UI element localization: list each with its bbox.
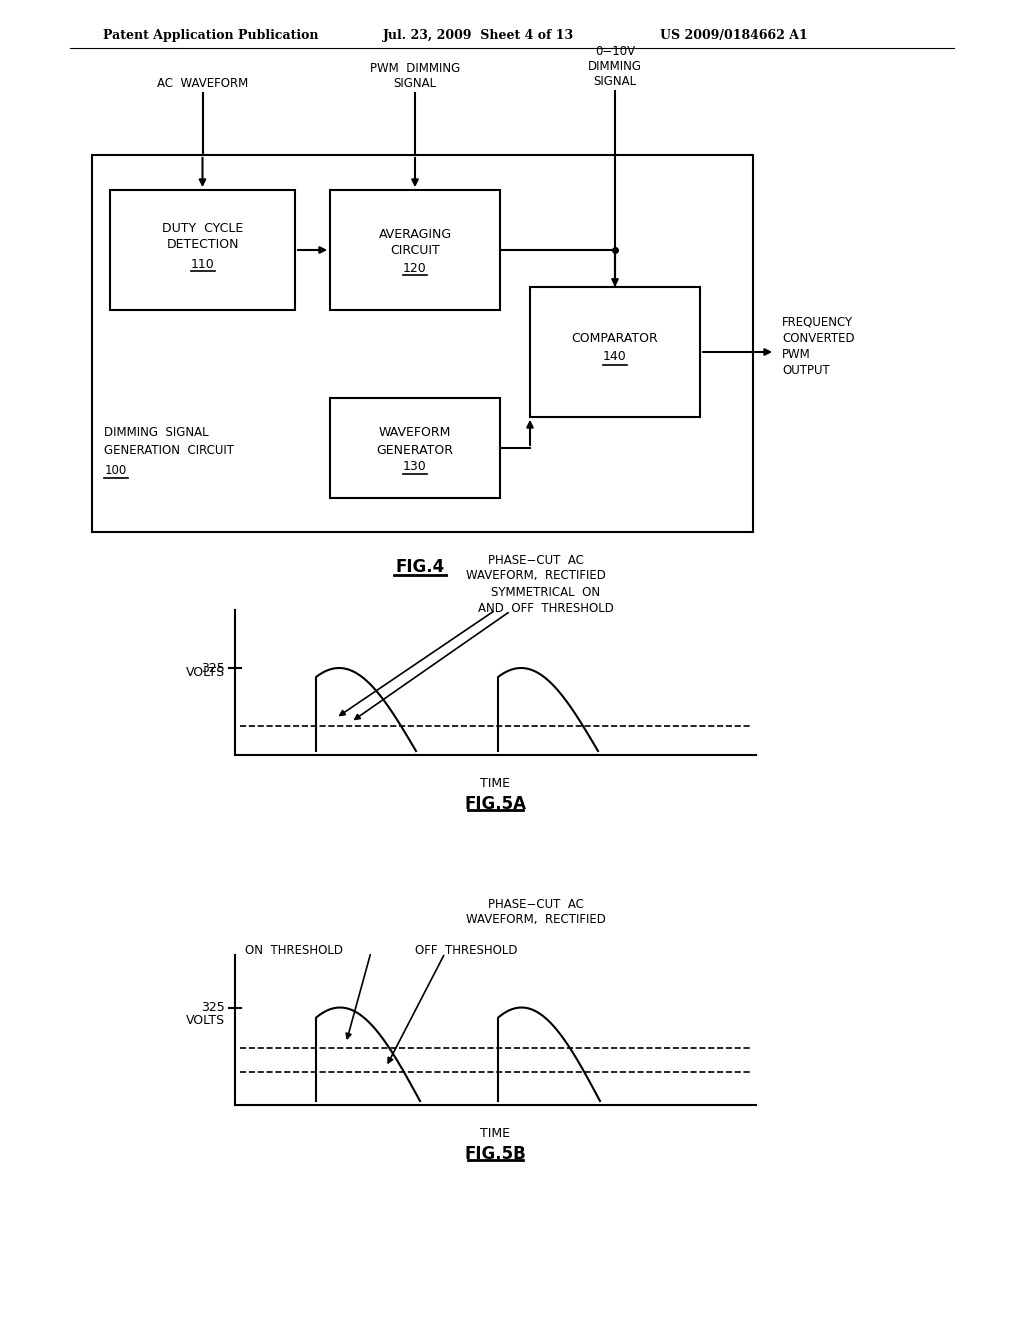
Text: 130: 130 <box>403 461 427 474</box>
Text: CONVERTED: CONVERTED <box>782 331 855 345</box>
Text: VOLTS: VOLTS <box>186 1014 225 1027</box>
Text: PHASE−CUT  AC: PHASE−CUT AC <box>487 899 584 912</box>
Text: Jul. 23, 2009  Sheet 4 of 13: Jul. 23, 2009 Sheet 4 of 13 <box>383 29 574 41</box>
Text: 110: 110 <box>190 257 214 271</box>
Text: DIMMING  SIGNAL: DIMMING SIGNAL <box>104 425 209 438</box>
Text: DUTY  CYCLE: DUTY CYCLE <box>162 222 243 235</box>
Text: OUTPUT: OUTPUT <box>782 363 829 376</box>
Text: FIG.4: FIG.4 <box>395 558 444 576</box>
Text: CIRCUIT: CIRCUIT <box>390 244 440 257</box>
Bar <box>330 190 500 310</box>
Text: SIGNAL: SIGNAL <box>594 75 637 88</box>
Text: TIME: TIME <box>480 777 511 789</box>
Text: 325: 325 <box>202 661 225 675</box>
Bar <box>92 154 753 532</box>
Text: 100: 100 <box>104 463 127 477</box>
Text: SYMMETRICAL  ON: SYMMETRICAL ON <box>490 586 600 599</box>
Bar <box>530 286 700 417</box>
Text: AVERAGING: AVERAGING <box>379 227 452 240</box>
Text: FIG.5A: FIG.5A <box>465 795 526 813</box>
Text: GENERATOR: GENERATOR <box>377 444 454 457</box>
Text: 140: 140 <box>603 351 627 363</box>
Text: DETECTION: DETECTION <box>166 239 239 252</box>
Text: 120: 120 <box>403 261 427 275</box>
Text: US 2009/0184662 A1: US 2009/0184662 A1 <box>660 29 808 41</box>
Text: AC  WAVEFORM: AC WAVEFORM <box>157 77 248 90</box>
Text: WAVEFORM: WAVEFORM <box>379 426 452 440</box>
Text: AND  OFF  THRESHOLD: AND OFF THRESHOLD <box>477 602 613 615</box>
Text: DIMMING: DIMMING <box>588 59 642 73</box>
Text: FREQUENCY: FREQUENCY <box>782 315 853 329</box>
Text: PHASE−CUT  AC: PHASE−CUT AC <box>487 553 584 566</box>
Text: TIME: TIME <box>480 1127 511 1140</box>
Text: 0−10V: 0−10V <box>595 45 635 58</box>
Bar <box>330 399 500 498</box>
Text: OFF  THRESHOLD: OFF THRESHOLD <box>415 944 517 957</box>
Text: WAVEFORM,  RECTIFIED: WAVEFORM, RECTIFIED <box>466 569 605 582</box>
Bar <box>110 190 295 310</box>
Text: WAVEFORM,  RECTIFIED: WAVEFORM, RECTIFIED <box>466 913 605 927</box>
Text: ON  THRESHOLD: ON THRESHOLD <box>245 944 343 957</box>
Text: 325: 325 <box>202 1001 225 1014</box>
Text: COMPARATOR: COMPARATOR <box>571 331 658 345</box>
Text: SIGNAL: SIGNAL <box>393 77 436 90</box>
Text: GENERATION  CIRCUIT: GENERATION CIRCUIT <box>104 444 234 457</box>
Text: VOLTS: VOLTS <box>186 667 225 678</box>
Text: PWM: PWM <box>782 347 811 360</box>
Text: Patent Application Publication: Patent Application Publication <box>103 29 318 41</box>
Text: FIG.5B: FIG.5B <box>465 1144 526 1163</box>
Text: PWM  DIMMING: PWM DIMMING <box>370 62 460 75</box>
